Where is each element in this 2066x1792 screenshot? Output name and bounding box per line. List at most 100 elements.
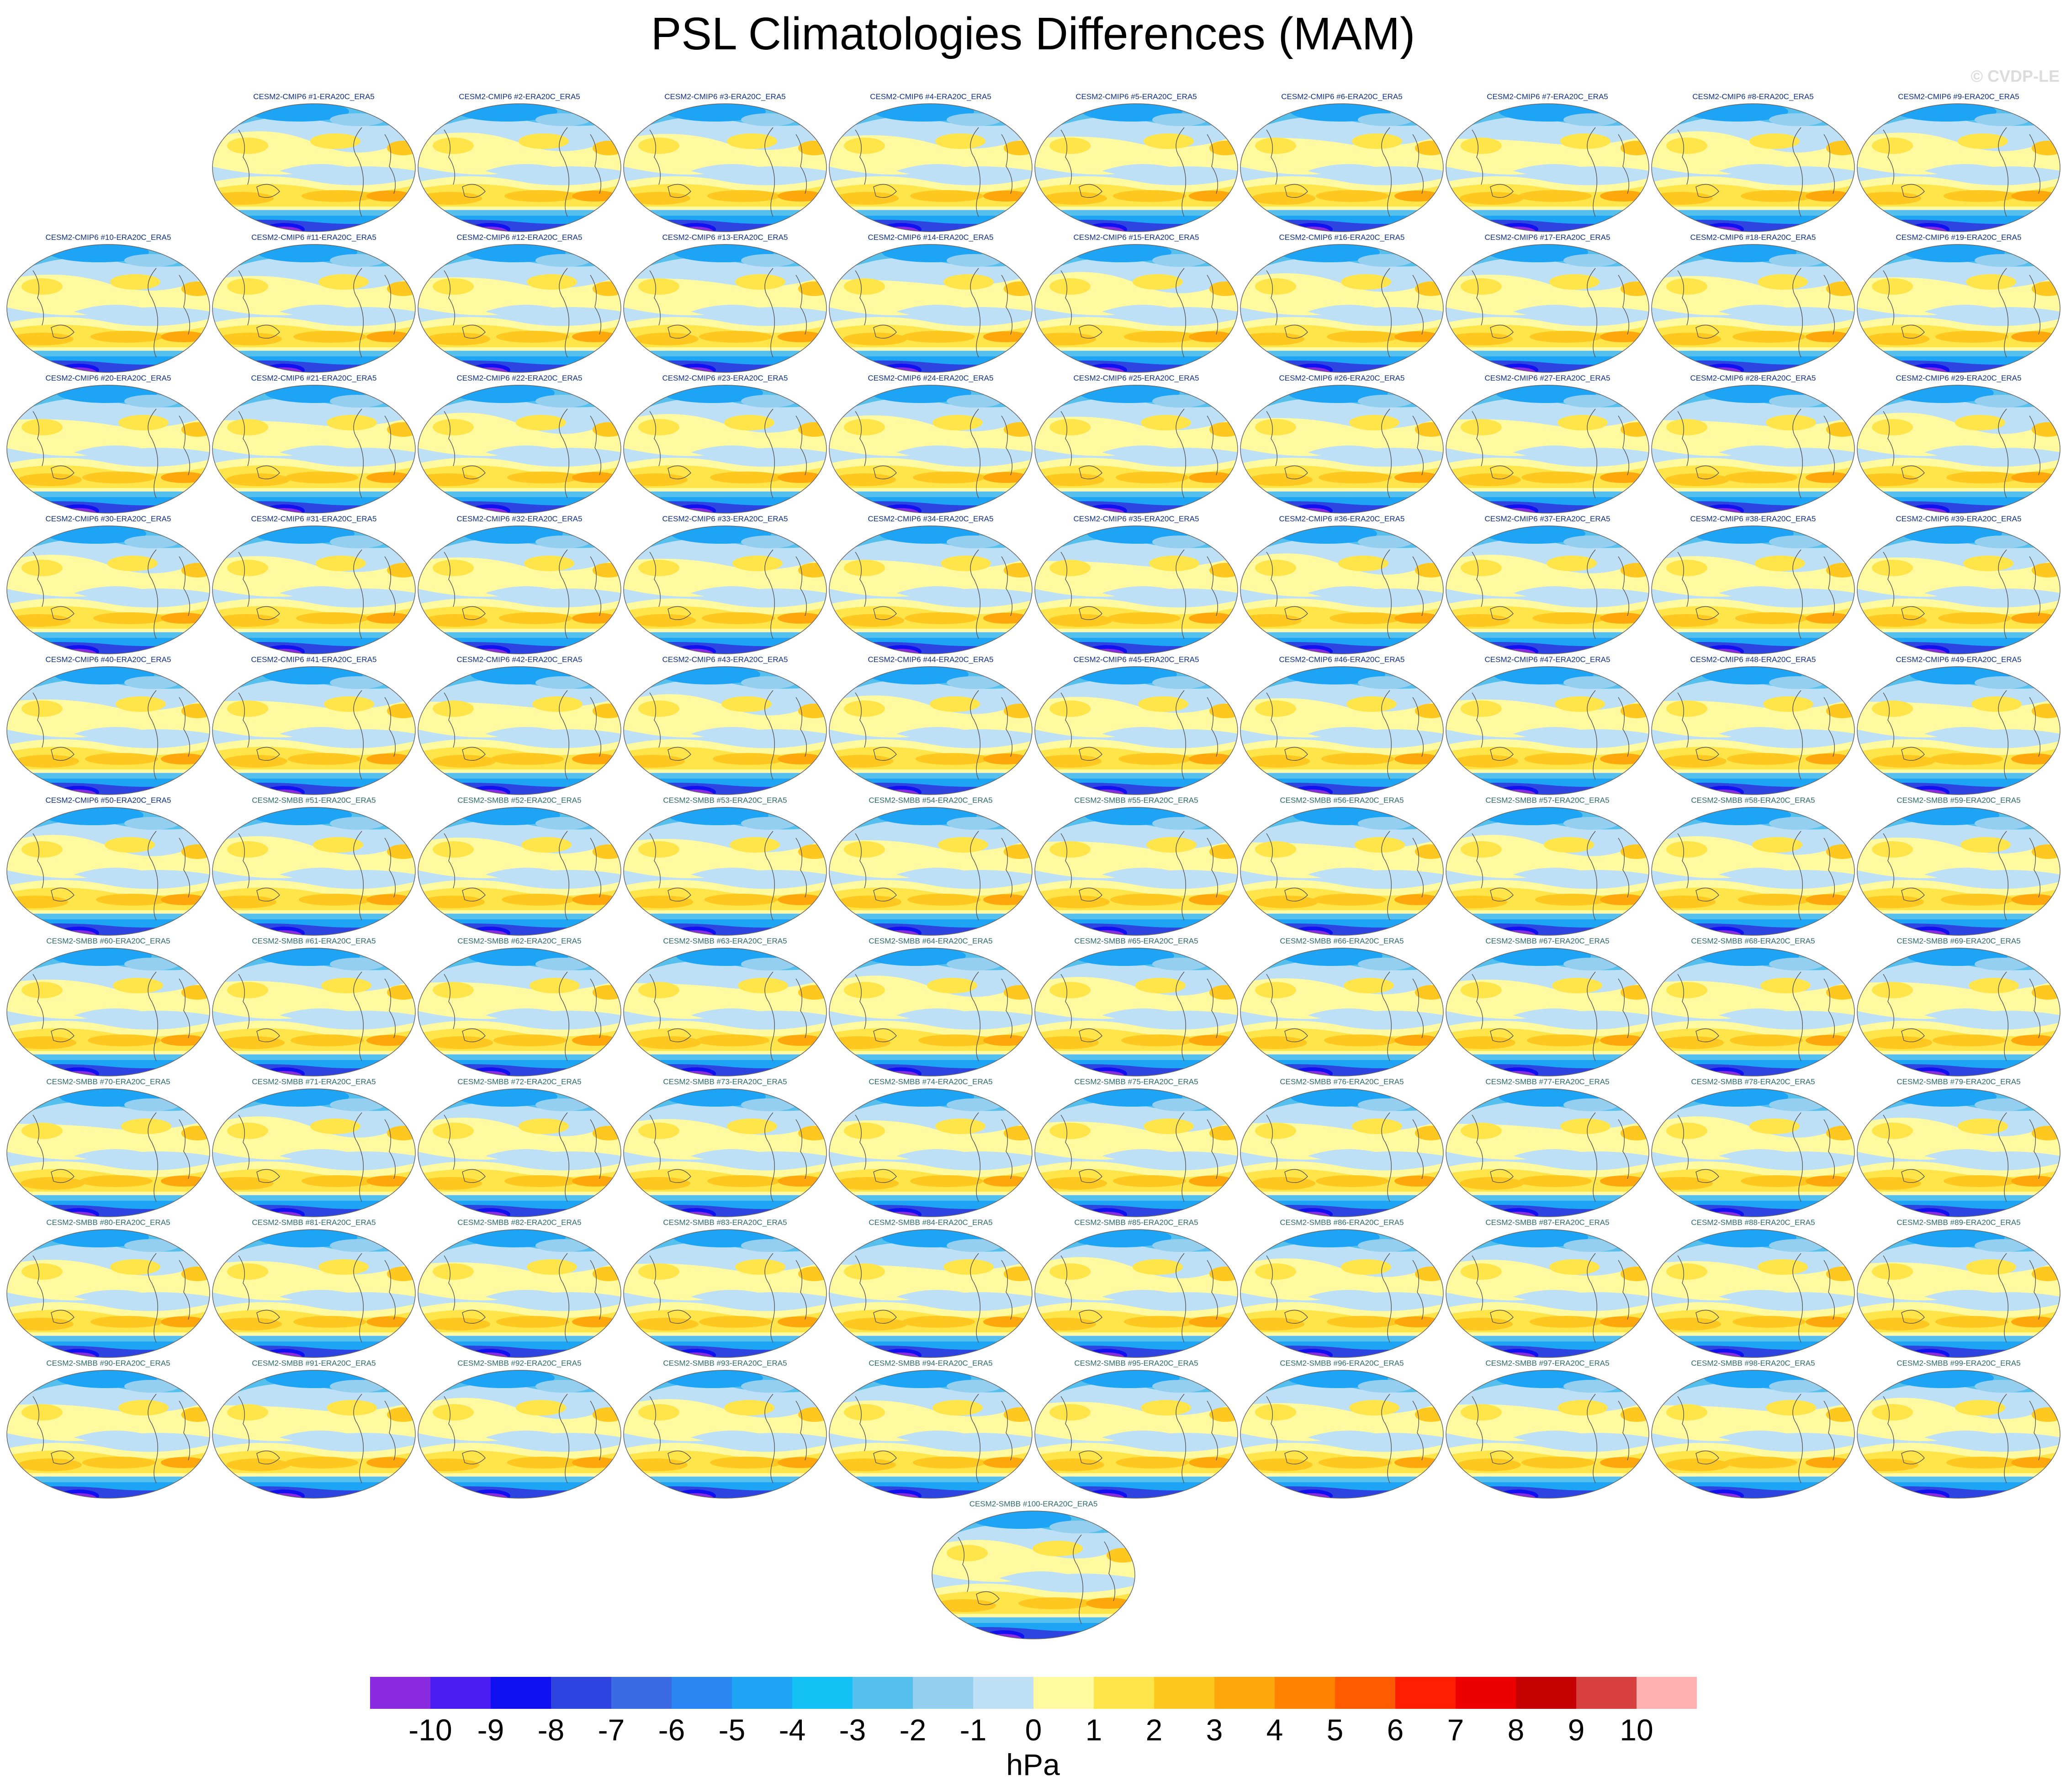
psl-difference-map (1034, 1229, 1238, 1358)
map-panel: CESM2-SMBB #87-ERA20C_ERA5 (1445, 1217, 1650, 1359)
psl-difference-map (623, 666, 827, 795)
panel-title: CESM2-SMBB #86-ERA20C_ERA5 (1280, 1218, 1404, 1227)
psl-difference-map (6, 948, 210, 1076)
map-panel: CESM2-CMIP6 #40-ERA20C_ERA5 (5, 654, 211, 796)
psl-difference-map (1857, 525, 2061, 654)
map-panel: CESM2-SMBB #60-ERA20C_ERA5 (5, 936, 211, 1077)
panel-title: CESM2-SMBB #57-ERA20C_ERA5 (1485, 796, 1610, 805)
panel-title: CESM2-SMBB #89-ERA20C_ERA5 (1896, 1218, 2021, 1227)
map-panel: CESM2-CMIP6 #26-ERA20C_ERA5 (1239, 373, 1445, 514)
map-panel: CESM2-CMIP6 #25-ERA20C_ERA5 (1033, 373, 1239, 514)
panel-title: CESM2-CMIP6 #38-ERA20C_ERA5 (1690, 514, 1816, 523)
psl-difference-map (1446, 666, 1649, 795)
psl-difference-map (1651, 1088, 1855, 1217)
panel-title: CESM2-SMBB #65-ERA20C_ERA5 (1074, 937, 1198, 945)
map-panel: CESM2-CMIP6 #30-ERA20C_ERA5 (5, 514, 211, 655)
psl-difference-map (1240, 385, 1444, 514)
colorbar-box (1637, 1677, 1697, 1709)
panel-title: CESM2-CMIP6 #13-ERA20C_ERA5 (662, 233, 788, 242)
psl-difference-map (623, 1229, 827, 1358)
panel-title: CESM2-CMIP6 #30-ERA20C_ERA5 (45, 514, 171, 523)
panel-title: CESM2-CMIP6 #4-ERA20C_ERA5 (870, 92, 991, 101)
map-panel: CESM2-SMBB #67-ERA20C_ERA5 (1445, 936, 1650, 1077)
psl-difference-map (1034, 385, 1238, 514)
map-panel: CESM2-CMIP6 #29-ERA20C_ERA5 (1856, 373, 2061, 514)
psl-difference-map (1034, 666, 1238, 795)
psl-difference-map (1857, 666, 2061, 795)
psl-difference-map (829, 385, 1033, 514)
psl-difference-map (1034, 103, 1238, 232)
map-panel: CESM2-CMIP6 #45-ERA20C_ERA5 (1033, 654, 1239, 796)
panel-title: CESM2-SMBB #96-ERA20C_ERA5 (1280, 1359, 1404, 1368)
panel-title: CESM2-SMBB #54-ERA20C_ERA5 (869, 796, 993, 805)
psl-difference-map (1240, 666, 1444, 795)
psl-difference-map (1651, 807, 1855, 936)
psl-difference-map (212, 1088, 416, 1217)
panel-title: CESM2-CMIP6 #41-ERA20C_ERA5 (251, 655, 377, 664)
map-panel: CESM2-SMBB #55-ERA20C_ERA5 (1033, 795, 1239, 937)
panel-title: CESM2-CMIP6 #48-ERA20C_ERA5 (1690, 655, 1816, 664)
map-panel: CESM2-SMBB #81-ERA20C_ERA5 (211, 1217, 417, 1359)
panel-title: CESM2-SMBB #74-ERA20C_ERA5 (869, 1077, 993, 1086)
colorbar-tick-label: 8 (1507, 1713, 1525, 1747)
colorbar-tick-label: -5 (718, 1713, 746, 1747)
psl-difference-map (6, 666, 210, 795)
map-panel: CESM2-CMIP6 #9-ERA20C_ERA5 (1856, 91, 2061, 233)
panel-title: CESM2-CMIP6 #18-ERA20C_ERA5 (1690, 233, 1816, 242)
panel-title: CESM2-SMBB #80-ERA20C_ERA5 (46, 1218, 170, 1227)
psl-difference-map (1857, 1088, 2061, 1217)
panel-title: CESM2-CMIP6 #6-ERA20C_ERA5 (1281, 92, 1403, 101)
panel-title: CESM2-SMBB #81-ERA20C_ERA5 (252, 1218, 376, 1227)
map-panel: CESM2-SMBB #72-ERA20C_ERA5 (417, 1076, 622, 1218)
map-panel: CESM2-SMBB #75-ERA20C_ERA5 (1033, 1076, 1239, 1218)
colorbar-tick-label: 4 (1266, 1713, 1283, 1747)
psl-difference-map (212, 666, 416, 795)
psl-difference-map (212, 807, 416, 936)
panel-title: CESM2-CMIP6 #12-ERA20C_ERA5 (456, 233, 583, 242)
map-panel: CESM2-SMBB #56-ERA20C_ERA5 (1239, 795, 1445, 937)
map-panel: CESM2-CMIP6 #13-ERA20C_ERA5 (622, 232, 828, 374)
colorbar-box (1214, 1677, 1275, 1709)
colorbar-box (491, 1677, 551, 1709)
panel-title: CESM2-SMBB #87-ERA20C_ERA5 (1485, 1218, 1610, 1227)
panel-title: CESM2-SMBB #99-ERA20C_ERA5 (1896, 1359, 2021, 1368)
panel-title: CESM2-CMIP6 #43-ERA20C_ERA5 (662, 655, 788, 664)
panel-title: CESM2-CMIP6 #8-ERA20C_ERA5 (1692, 92, 1814, 101)
panel-title: CESM2-SMBB #61-ERA20C_ERA5 (252, 937, 376, 945)
psl-difference-map (623, 103, 827, 232)
psl-difference-map (1651, 525, 1855, 654)
psl-difference-map (1446, 1229, 1649, 1358)
map-panel: CESM2-SMBB #52-ERA20C_ERA5 (417, 795, 622, 937)
map-panel: CESM2-SMBB #98-ERA20C_ERA5 (1650, 1358, 1856, 1500)
colorbar-box (1154, 1677, 1214, 1709)
psl-difference-map (418, 666, 621, 795)
colorbar-box (913, 1677, 973, 1709)
psl-difference-map (1240, 244, 1444, 373)
colorbar-box (792, 1677, 853, 1709)
panel-title: CESM2-CMIP6 #28-ERA20C_ERA5 (1690, 374, 1816, 382)
psl-difference-map (1857, 1370, 2061, 1499)
psl-difference-map (6, 385, 210, 514)
psl-difference-map (418, 1370, 621, 1499)
panel-title: CESM2-SMBB #69-ERA20C_ERA5 (1896, 937, 2021, 945)
map-panel: CESM2-SMBB #62-ERA20C_ERA5 (417, 936, 622, 1077)
panel-title: CESM2-CMIP6 #32-ERA20C_ERA5 (456, 514, 583, 523)
psl-difference-map (1446, 807, 1649, 936)
map-panel: CESM2-CMIP6 #49-ERA20C_ERA5 (1856, 654, 2061, 796)
colorbar-tick-label: -8 (537, 1713, 565, 1747)
map-panel: CESM2-SMBB #84-ERA20C_ERA5 (828, 1217, 1033, 1359)
map-panel: CESM2-SMBB #53-ERA20C_ERA5 (622, 795, 828, 937)
panel-title: CESM2-CMIP6 #29-ERA20C_ERA5 (1896, 374, 2022, 382)
colorbar-box (1395, 1677, 1456, 1709)
map-panel: CESM2-SMBB #70-ERA20C_ERA5 (5, 1076, 211, 1218)
psl-difference-map (1446, 525, 1649, 654)
psl-difference-map (418, 103, 621, 232)
map-panel: CESM2-CMIP6 #24-ERA20C_ERA5 (828, 373, 1033, 514)
map-panel: CESM2-CMIP6 #31-ERA20C_ERA5 (211, 514, 417, 655)
psl-difference-map (212, 244, 416, 373)
panel-title: CESM2-SMBB #68-ERA20C_ERA5 (1691, 937, 1815, 945)
psl-difference-map (212, 385, 416, 514)
map-panel: CESM2-CMIP6 #27-ERA20C_ERA5 (1445, 373, 1650, 514)
psl-difference-map (829, 103, 1033, 232)
map-panel: CESM2-CMIP6 #48-ERA20C_ERA5 (1650, 654, 1856, 796)
